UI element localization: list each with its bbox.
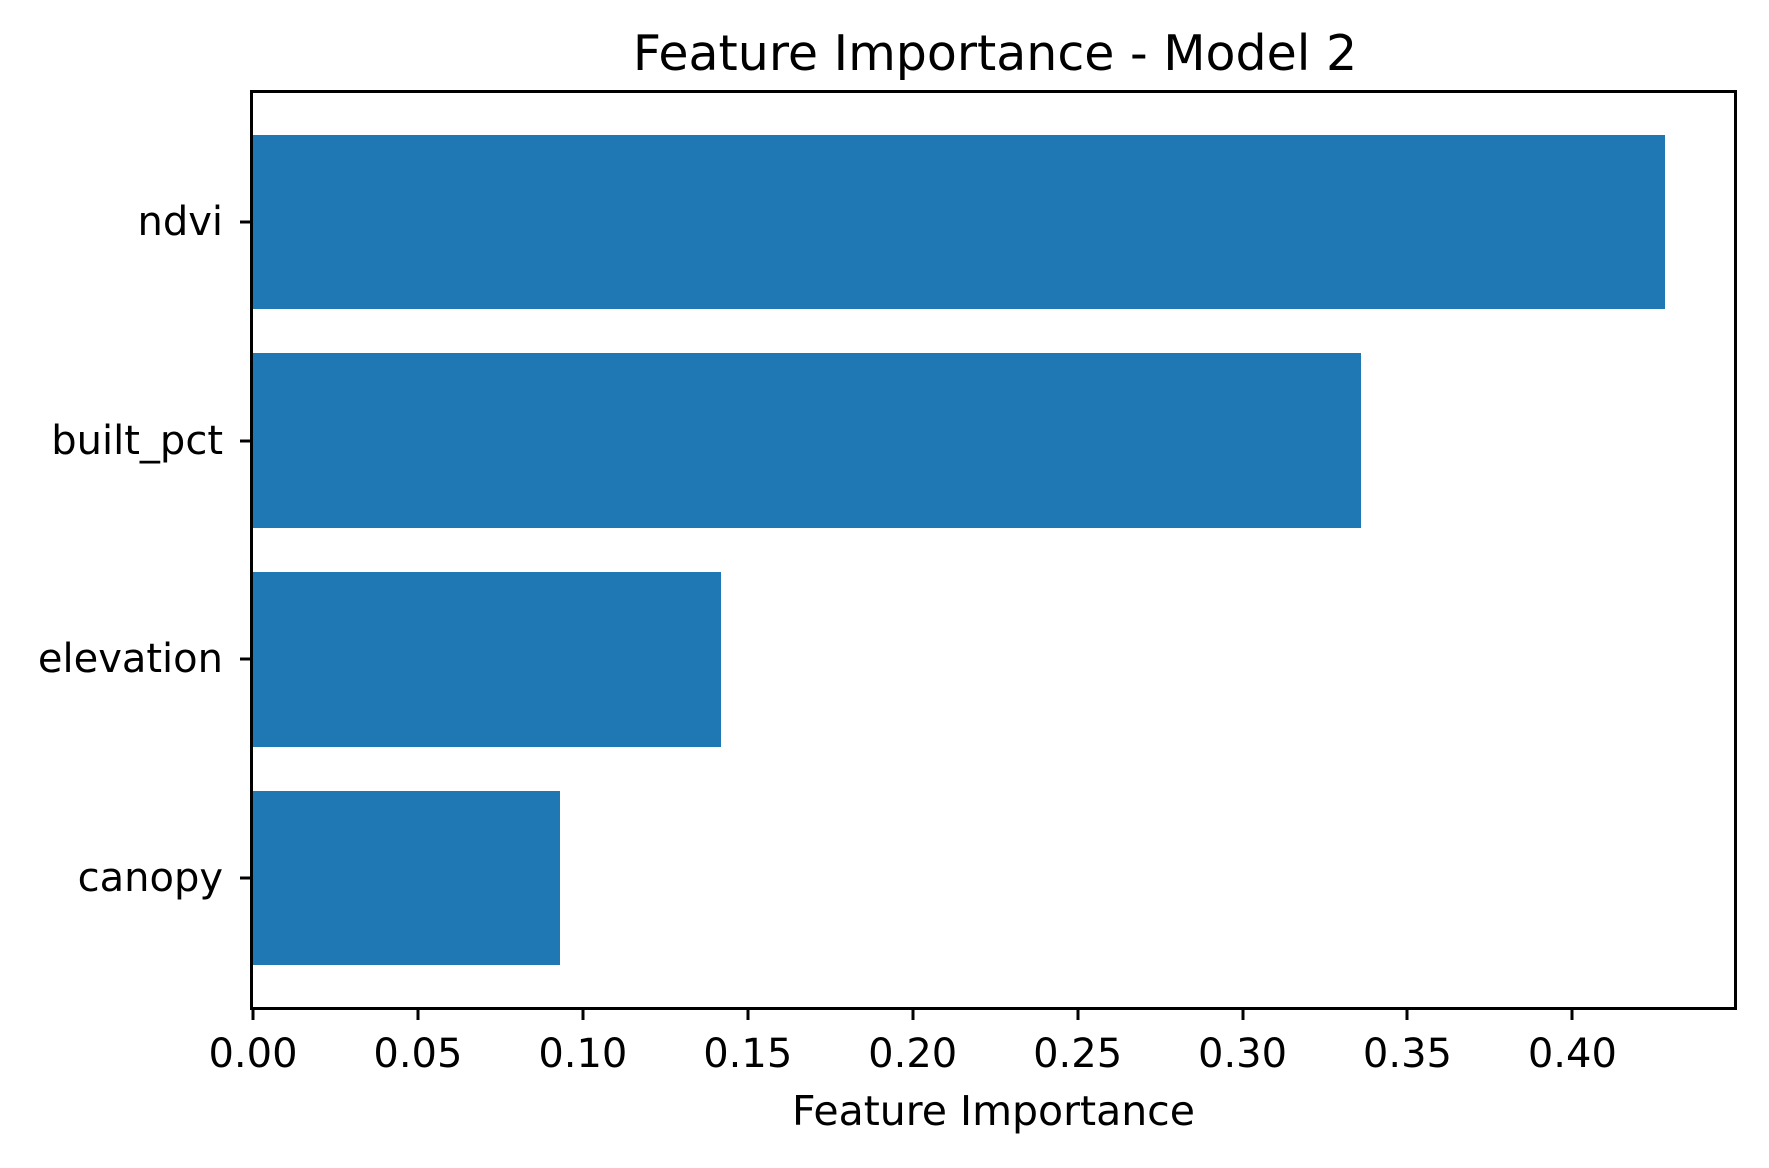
y-tick-mark <box>240 657 253 661</box>
x-tick-mark <box>581 1007 585 1020</box>
bar-canopy <box>253 790 560 966</box>
x-tick-mark <box>911 1007 915 1020</box>
x-tick-mark <box>416 1007 420 1020</box>
chart-title: Feature Importance - Model 2 <box>632 25 1358 82</box>
y-tick-mark <box>240 220 253 224</box>
x-tick-label-0.10: 0.10 <box>538 1031 628 1077</box>
x-tick-label-0.40: 0.40 <box>1527 1031 1617 1077</box>
plot-area: Feature Importance ndvi built_pct elevatio… <box>38 90 1737 1135</box>
x-tick-label-0.15: 0.15 <box>703 1031 793 1077</box>
y-tick-mark <box>240 876 253 880</box>
bar-elevation <box>253 571 722 747</box>
x-tick-mark <box>251 1007 255 1020</box>
x-tick-label-0.25: 0.25 <box>1033 1031 1123 1077</box>
y-tick-label-elevation: elevation <box>37 636 223 683</box>
x-tick-mark <box>1076 1007 1080 1020</box>
x-tick-label-0.05: 0.05 <box>373 1031 463 1077</box>
y-tick-label-built_pct: built_pct <box>51 417 223 464</box>
x-tick-mark <box>1405 1007 1409 1020</box>
y-tick-mark <box>240 439 253 443</box>
y-tick-label-ndvi: ndvi <box>137 199 223 245</box>
x-tick-mark <box>1570 1007 1574 1020</box>
x-tick-label-0.00: 0.00 <box>208 1031 298 1077</box>
x-tick-label-0.30: 0.30 <box>1198 1031 1288 1077</box>
x-tick-mark <box>1241 1007 1245 1020</box>
x-tick-mark <box>746 1007 750 1020</box>
x-tick-label-0.20: 0.20 <box>868 1031 958 1077</box>
bar-ndvi <box>253 134 1665 310</box>
x-tick-label-0.35: 0.35 <box>1362 1031 1452 1077</box>
y-tick-label-canopy: canopy <box>77 854 223 901</box>
x-axis-label: Feature Importance <box>792 1087 1195 1135</box>
bar-built_pct <box>253 353 1362 529</box>
